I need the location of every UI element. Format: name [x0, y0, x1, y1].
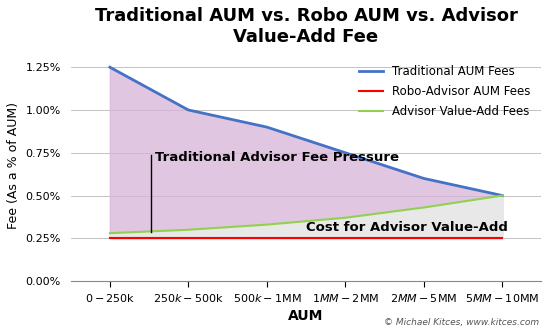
- Traditional AUM Fees: [107, 65, 113, 69]
- Text: Cost for Advisor Value-Add: Cost for Advisor Value-Add: [306, 220, 508, 234]
- Title: Traditional AUM vs. Robo AUM vs. Advisor
Value-Add Fee: Traditional AUM vs. Robo AUM vs. Advisor…: [95, 7, 518, 46]
- Advisor Value-Add Fees: [263, 223, 270, 227]
- Traditional AUM Fees: [263, 125, 270, 129]
- Robo-Advisor AUM Fees: [420, 236, 427, 240]
- Robo-Advisor AUM Fees: [499, 236, 505, 240]
- Traditional AUM Fees: [499, 194, 505, 198]
- Line: Advisor Value-Add Fees: Advisor Value-Add Fees: [110, 196, 502, 233]
- Line: Traditional AUM Fees: Traditional AUM Fees: [110, 67, 502, 196]
- Advisor Value-Add Fees: [499, 194, 505, 198]
- X-axis label: AUM: AUM: [288, 309, 324, 323]
- Advisor Value-Add Fees: [185, 228, 191, 232]
- Text: © Michael Kitces, www.kitces.com: © Michael Kitces, www.kitces.com: [384, 318, 539, 327]
- Traditional AUM Fees: [342, 151, 349, 155]
- Robo-Advisor AUM Fees: [342, 236, 349, 240]
- Advisor Value-Add Fees: [420, 206, 427, 210]
- Y-axis label: Fee (As a % of AUM): Fee (As a % of AUM): [7, 102, 20, 229]
- Robo-Advisor AUM Fees: [185, 236, 191, 240]
- Traditional AUM Fees: [420, 177, 427, 181]
- Legend: Traditional AUM Fees, Robo-Advisor AUM Fees, Advisor Value-Add Fees: Traditional AUM Fees, Robo-Advisor AUM F…: [355, 61, 536, 123]
- Robo-Advisor AUM Fees: [107, 236, 113, 240]
- Traditional AUM Fees: [185, 108, 191, 112]
- Robo-Advisor AUM Fees: [263, 236, 270, 240]
- Text: Traditional Advisor Fee Pressure: Traditional Advisor Fee Pressure: [155, 151, 399, 164]
- Advisor Value-Add Fees: [342, 216, 349, 220]
- Advisor Value-Add Fees: [107, 231, 113, 235]
